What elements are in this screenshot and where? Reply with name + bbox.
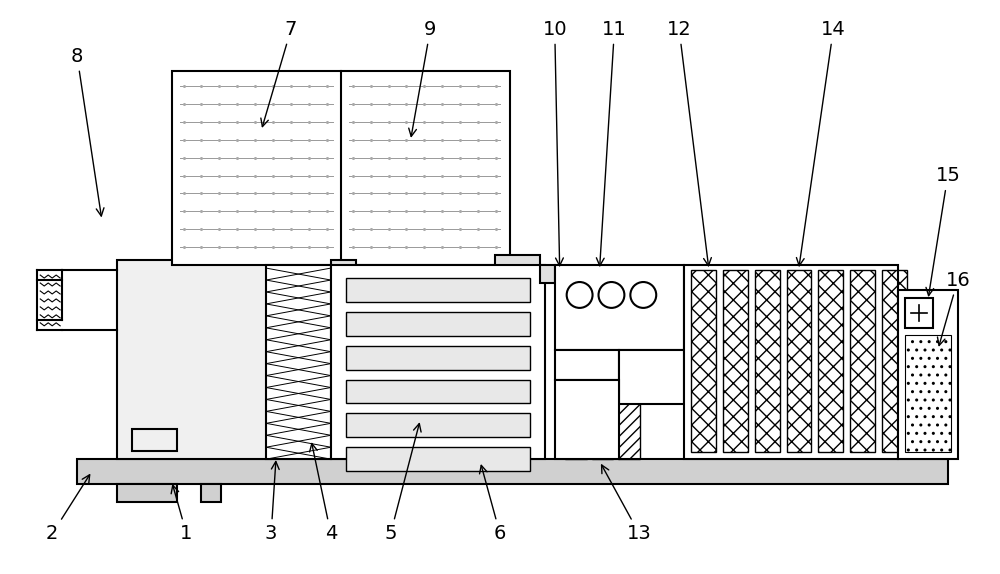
Bar: [691, 270, 716, 452]
Bar: [592, 350, 613, 459]
Text: 14: 14: [796, 20, 846, 266]
Text: 2: 2: [46, 475, 90, 544]
Bar: [723, 270, 748, 452]
Bar: [555, 379, 619, 459]
Bar: [684, 265, 898, 459]
Bar: [346, 278, 530, 302]
Text: 5: 5: [384, 424, 421, 544]
Bar: [618, 350, 640, 459]
Bar: [346, 379, 530, 404]
Bar: [266, 265, 331, 459]
Bar: [331, 260, 356, 280]
Bar: [346, 312, 530, 336]
Bar: [172, 71, 510, 265]
Text: 4: 4: [310, 444, 337, 544]
Text: 13: 13: [602, 465, 652, 544]
Bar: [331, 265, 545, 459]
Bar: [201, 484, 221, 502]
Text: 8: 8: [71, 46, 104, 216]
Bar: [898, 290, 958, 459]
Text: 10: 10: [542, 20, 567, 266]
Text: 1: 1: [171, 485, 193, 544]
Bar: [117, 260, 271, 459]
Bar: [818, 270, 843, 452]
Circle shape: [599, 282, 624, 308]
Bar: [77, 459, 948, 484]
Bar: [565, 350, 587, 459]
Bar: [755, 270, 780, 452]
Text: 15: 15: [926, 166, 960, 296]
Bar: [117, 484, 177, 502]
Bar: [555, 350, 619, 379]
Bar: [346, 346, 530, 370]
Text: 12: 12: [667, 20, 711, 266]
Bar: [619, 350, 684, 405]
Circle shape: [630, 282, 656, 308]
Text: 9: 9: [409, 20, 437, 137]
Bar: [850, 270, 875, 452]
Text: 16: 16: [937, 270, 970, 346]
Bar: [882, 270, 907, 452]
Bar: [132, 429, 177, 451]
Bar: [555, 265, 684, 350]
Circle shape: [567, 282, 593, 308]
Bar: [905, 298, 933, 328]
Text: 11: 11: [596, 20, 627, 266]
Text: 7: 7: [261, 20, 297, 127]
Bar: [787, 270, 811, 452]
Bar: [346, 447, 530, 471]
Text: 3: 3: [265, 461, 279, 544]
Bar: [346, 413, 530, 437]
Text: 6: 6: [480, 466, 506, 544]
Bar: [495, 255, 540, 270]
Bar: [905, 335, 951, 452]
Bar: [540, 265, 555, 283]
